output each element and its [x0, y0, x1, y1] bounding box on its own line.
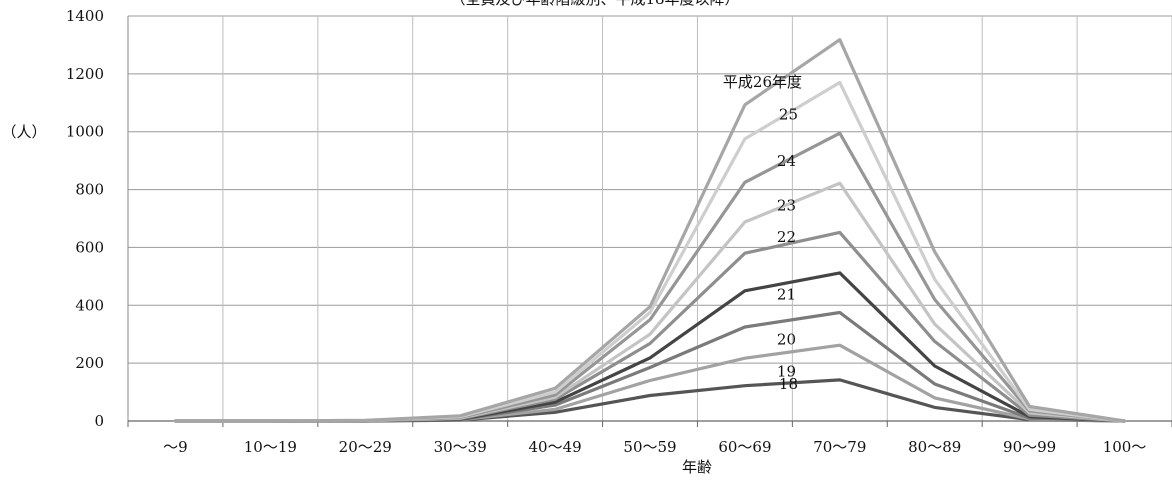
series-annotation: 平成26年度: [723, 73, 802, 91]
y-axis-label: （人）: [1, 123, 46, 141]
series-annotation: 22: [777, 228, 796, 246]
y-tick-label: 400: [75, 296, 104, 314]
x-tick-label: 60～69: [718, 438, 771, 456]
y-tick-label: 1000: [66, 123, 104, 141]
y-axis-ticks: 0 200 400 600 800 1000 1200 1400: [66, 7, 104, 430]
x-tick-label: 40～49: [528, 438, 581, 456]
y-tick-label: 800: [75, 181, 104, 199]
y-tick-label: 0: [94, 412, 104, 430]
x-tick-label: 10～19: [244, 438, 297, 456]
x-axis-label: 年齢: [682, 458, 712, 476]
x-tick-label: 50～59: [623, 438, 676, 456]
series-annotation: 19: [777, 363, 796, 381]
x-tick-label: ～9: [163, 438, 188, 456]
series-annotation: 20: [777, 330, 796, 348]
x-tick-label: 90～99: [1003, 438, 1056, 456]
series-annotation: 24: [777, 152, 796, 170]
x-tick-label: 80～89: [908, 438, 961, 456]
x-tick-label: 30～39: [434, 438, 487, 456]
y-tick-label: 600: [75, 238, 104, 256]
series-line: [173, 38, 1127, 423]
x-tick-label: 70～79: [813, 438, 866, 456]
x-tick-label: 20～29: [339, 438, 392, 456]
series-annotation: 23: [777, 197, 796, 215]
x-tick-label: 100～: [1103, 438, 1147, 456]
y-tick-label: 1400: [66, 7, 104, 25]
chart-title: （全員及び年齢階級別、平成18年度以降）: [450, 0, 739, 8]
grid: [127, 15, 1172, 427]
series-lines: [173, 38, 1127, 423]
y-tick-label: 200: [75, 354, 104, 372]
series-annotation: 18: [779, 375, 798, 393]
series-annotation: 25: [779, 106, 798, 124]
x-axis-ticks: ～9 10～19 20～29 30～39 40～49 50～59 60～69 70～79 80～…: [163, 438, 1146, 456]
series-annotation: 21: [777, 286, 796, 304]
y-tick-label: 1200: [66, 65, 104, 83]
